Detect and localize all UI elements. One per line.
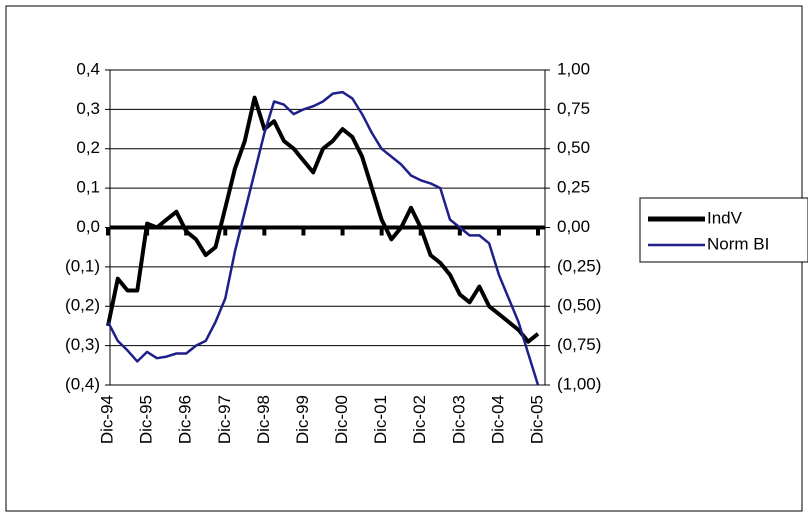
x-tick-label: Dic-99	[293, 395, 312, 444]
series-line	[106, 95, 540, 344]
x-tick-label: Dic-94	[97, 395, 116, 444]
x-tick-label: Dic-03	[449, 395, 468, 444]
y2-tick-label: 0,25	[557, 178, 590, 197]
y2-tick-label: (0,50)	[557, 296, 601, 315]
y2-tick-label: 0,50	[557, 138, 590, 157]
y2-tick-label: 0,75	[557, 99, 590, 118]
y2-tick-label: 1,00	[557, 59, 590, 78]
legend-box	[639, 197, 808, 263]
y-tick-label: (0,3)	[65, 335, 100, 354]
x-tick-label: Dic-01	[371, 395, 390, 444]
y-tick-label: 0,0	[76, 217, 100, 236]
y2-tick-label: (0,75)	[557, 335, 601, 354]
x-tick-label: Dic-98	[254, 395, 273, 444]
y-tick-label: 0,2	[76, 138, 100, 157]
x-tick-label: Dic-02	[410, 395, 429, 444]
x-tick-label: Dic-97	[215, 395, 234, 444]
x-tick-label: Dic-04	[488, 395, 507, 444]
y-tick-label: (0,4)	[65, 374, 100, 393]
series-line	[106, 90, 540, 386]
y-tick-label: (0,1)	[65, 256, 100, 275]
y-tick-label: 0,3	[76, 99, 100, 118]
x-tick-label: Dic-96	[176, 395, 195, 444]
y-tick-label: 0,4	[76, 59, 100, 78]
y2-tick-label: 0,00	[557, 217, 590, 236]
y2-tick-label: (1,00)	[557, 374, 601, 393]
y-tick-label: (0,2)	[65, 296, 100, 315]
y-tick-label: 0,1	[76, 178, 100, 197]
x-tick-label: Dic-00	[332, 395, 351, 444]
x-tick-label: Dic-05	[527, 395, 546, 444]
legend-label: Norm BI	[707, 234, 769, 253]
x-tick-label: Dic-95	[137, 395, 156, 444]
legend-label: IndV	[707, 208, 743, 227]
y2-tick-label: (0,25)	[557, 256, 601, 275]
